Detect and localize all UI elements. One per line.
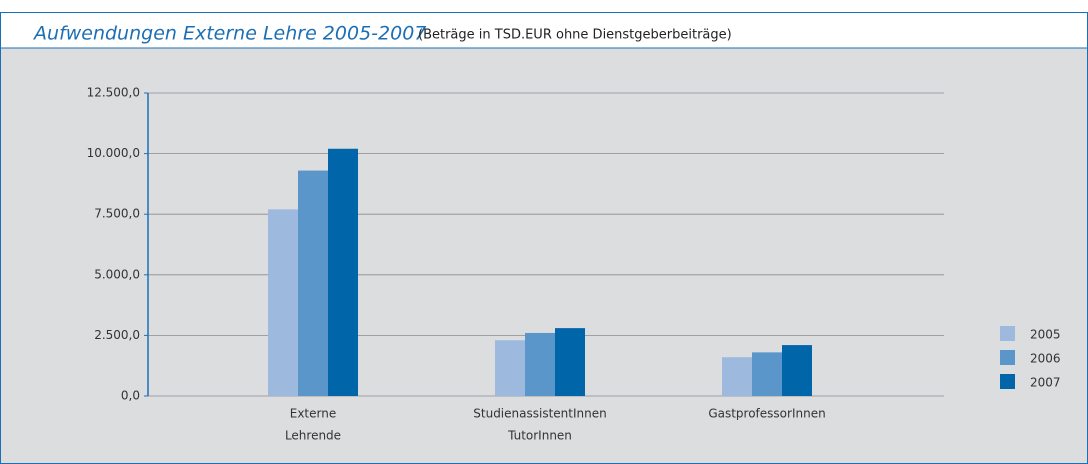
- y-tick-label: 7.500,0: [94, 207, 140, 221]
- bar: [782, 345, 812, 396]
- bar: [525, 332, 555, 396]
- chart-subtitle: (Beträge in TSD.EUR ohne Dienstgeberbeit…: [418, 28, 732, 43]
- legend-label: 2006: [1030, 352, 1061, 366]
- x-tick-label: Externe: [290, 407, 336, 421]
- legend-label: 2005: [1030, 328, 1061, 342]
- x-tick-label: TutorInnen: [507, 429, 572, 443]
- plot-background: [1, 48, 1087, 464]
- legend-swatch: [1000, 350, 1015, 365]
- y-tick-label: 2.500,0: [94, 328, 140, 342]
- bar: [298, 170, 328, 396]
- bar: [268, 209, 298, 396]
- bar: [328, 148, 358, 396]
- chart-title: Aufwendungen Externe Lehre 2005-2007: [32, 23, 426, 45]
- y-tick-label: 5.000,0: [94, 267, 140, 281]
- legend-swatch: [1000, 326, 1015, 341]
- x-tick-label: GastprofessorInnen: [708, 407, 825, 421]
- bar: [495, 340, 525, 396]
- y-tick-label: 12.500,0: [87, 86, 140, 100]
- legend-swatch: [1000, 374, 1015, 389]
- x-tick-label: StudienassistentInnen: [473, 407, 606, 421]
- bar: [722, 357, 752, 396]
- y-tick-label: 0,0: [121, 389, 140, 403]
- y-tick-label: 10.000,0: [87, 146, 140, 160]
- x-tick-label: Lehrende: [285, 429, 341, 443]
- legend-label: 2007: [1030, 376, 1061, 390]
- bar: [752, 352, 782, 396]
- bar: [555, 328, 585, 396]
